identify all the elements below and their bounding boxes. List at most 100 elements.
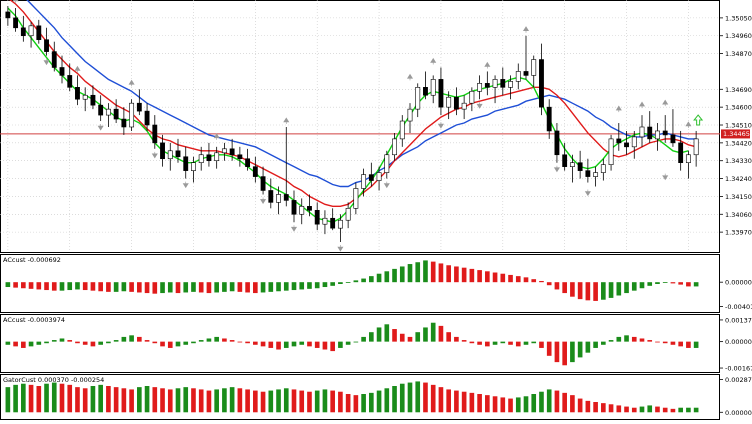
y-tick-label: 1.34510 (725, 122, 752, 130)
histogram-bar (167, 389, 173, 413)
histogram-bar (438, 325, 444, 342)
histogram-bar (175, 341, 181, 347)
candle-bull (105, 108, 111, 116)
signal-arrow-up (693, 114, 704, 126)
histogram-bar (570, 282, 575, 297)
candle-bull (191, 162, 196, 171)
histogram-bar (206, 390, 212, 413)
histogram-bar (531, 341, 537, 344)
histogram-bar (299, 390, 305, 413)
histogram-bar (28, 341, 34, 347)
histogram-bar (601, 341, 606, 345)
histogram-bar (407, 264, 413, 283)
histogram-bar (438, 263, 444, 283)
histogram-bar (237, 282, 243, 292)
fractal-down-marker (383, 181, 390, 189)
candle-bear (577, 162, 583, 171)
candle-bull (345, 208, 351, 221)
histogram-bar (276, 389, 281, 413)
histogram-bar (446, 389, 451, 413)
histogram-bar (98, 282, 103, 292)
histogram-bar (222, 338, 227, 342)
histogram-bar (407, 382, 413, 413)
histogram-bar (415, 332, 421, 342)
candle-bull (461, 102, 467, 110)
histogram-bar (330, 341, 335, 352)
candle-bull (276, 194, 281, 203)
histogram-bar (283, 282, 289, 291)
histogram-bar (106, 282, 111, 292)
histogram-bar (515, 341, 521, 347)
histogram-bar (601, 282, 606, 300)
histogram-bar (384, 271, 390, 283)
histogram-bar (152, 387, 158, 413)
gator-y-axis: 0.002872 0.000000 (720, 376, 752, 417)
candle-bull (685, 154, 691, 163)
histogram-bar (686, 407, 691, 413)
candle-bear (500, 79, 506, 88)
fractal-down-marker (662, 173, 669, 181)
main-grid (0, 0, 720, 252)
candle-bear (44, 39, 49, 52)
histogram-bar (415, 381, 421, 413)
histogram-bar (314, 341, 320, 348)
candle-bull (593, 172, 599, 177)
histogram-bar (113, 387, 119, 413)
candle-bull (600, 164, 606, 173)
histogram-bar (492, 341, 498, 345)
candle-bear (252, 166, 258, 177)
histogram-bar (601, 403, 606, 413)
histogram-bar (98, 384, 103, 413)
y-tick-label: 0.000000 (725, 279, 752, 287)
histogram-bar (307, 391, 312, 413)
histogram-bar (415, 262, 421, 283)
histogram-bar (469, 341, 475, 344)
y-tick-label: 1.34870 (725, 50, 752, 58)
histogram-bar (539, 391, 544, 413)
fractal-down-marker (584, 189, 591, 197)
fractal-up-marker (128, 79, 135, 87)
histogram-bar (98, 341, 103, 345)
candle-bull (353, 188, 359, 209)
candle-bear (438, 79, 444, 108)
histogram-bar (361, 394, 366, 413)
candle-bull (639, 126, 645, 138)
histogram-bar (167, 282, 173, 293)
histogram-bar (51, 340, 57, 342)
histogram-bar (655, 406, 660, 413)
histogram-bar (492, 396, 498, 413)
ao-histogram (5, 322, 699, 366)
histogram-bar (121, 388, 127, 413)
ac-panel-frame (0, 254, 720, 313)
histogram-bar (369, 276, 374, 283)
histogram-bar (423, 382, 428, 413)
main-y-axis: 1.35050 1.34960 1.34870 1.34690 1.34600 1.345… (720, 14, 752, 237)
histogram-bar (253, 390, 258, 413)
candle-bear (98, 104, 104, 116)
histogram-bar (693, 282, 699, 287)
histogram-bar (198, 389, 204, 413)
histogram-bar (662, 407, 668, 413)
histogram-bar (423, 260, 428, 283)
candle-bull (608, 138, 614, 165)
histogram-bar (508, 274, 513, 283)
histogram-bar (631, 282, 637, 291)
histogram-bar (562, 341, 567, 366)
alligator-indicator (7, 0, 697, 223)
price-tag-label: 1.34465 (723, 130, 750, 138)
histogram-bar (593, 341, 598, 348)
histogram-bar (214, 389, 219, 413)
histogram-bar (137, 282, 142, 293)
histogram-bar (624, 406, 629, 413)
histogram-bar (392, 268, 397, 283)
fractal-up-marker (430, 57, 437, 65)
candle-bear (453, 96, 459, 110)
histogram-bar (647, 340, 653, 342)
candle-bull (407, 108, 413, 122)
histogram-bar (686, 282, 691, 287)
histogram-bar (438, 387, 444, 413)
gator-panel-label: GatorCust 0.000370 -0.000254 (3, 376, 104, 384)
histogram-bar (260, 282, 266, 293)
candle-bear (13, 17, 19, 29)
candle-bear (484, 83, 490, 88)
